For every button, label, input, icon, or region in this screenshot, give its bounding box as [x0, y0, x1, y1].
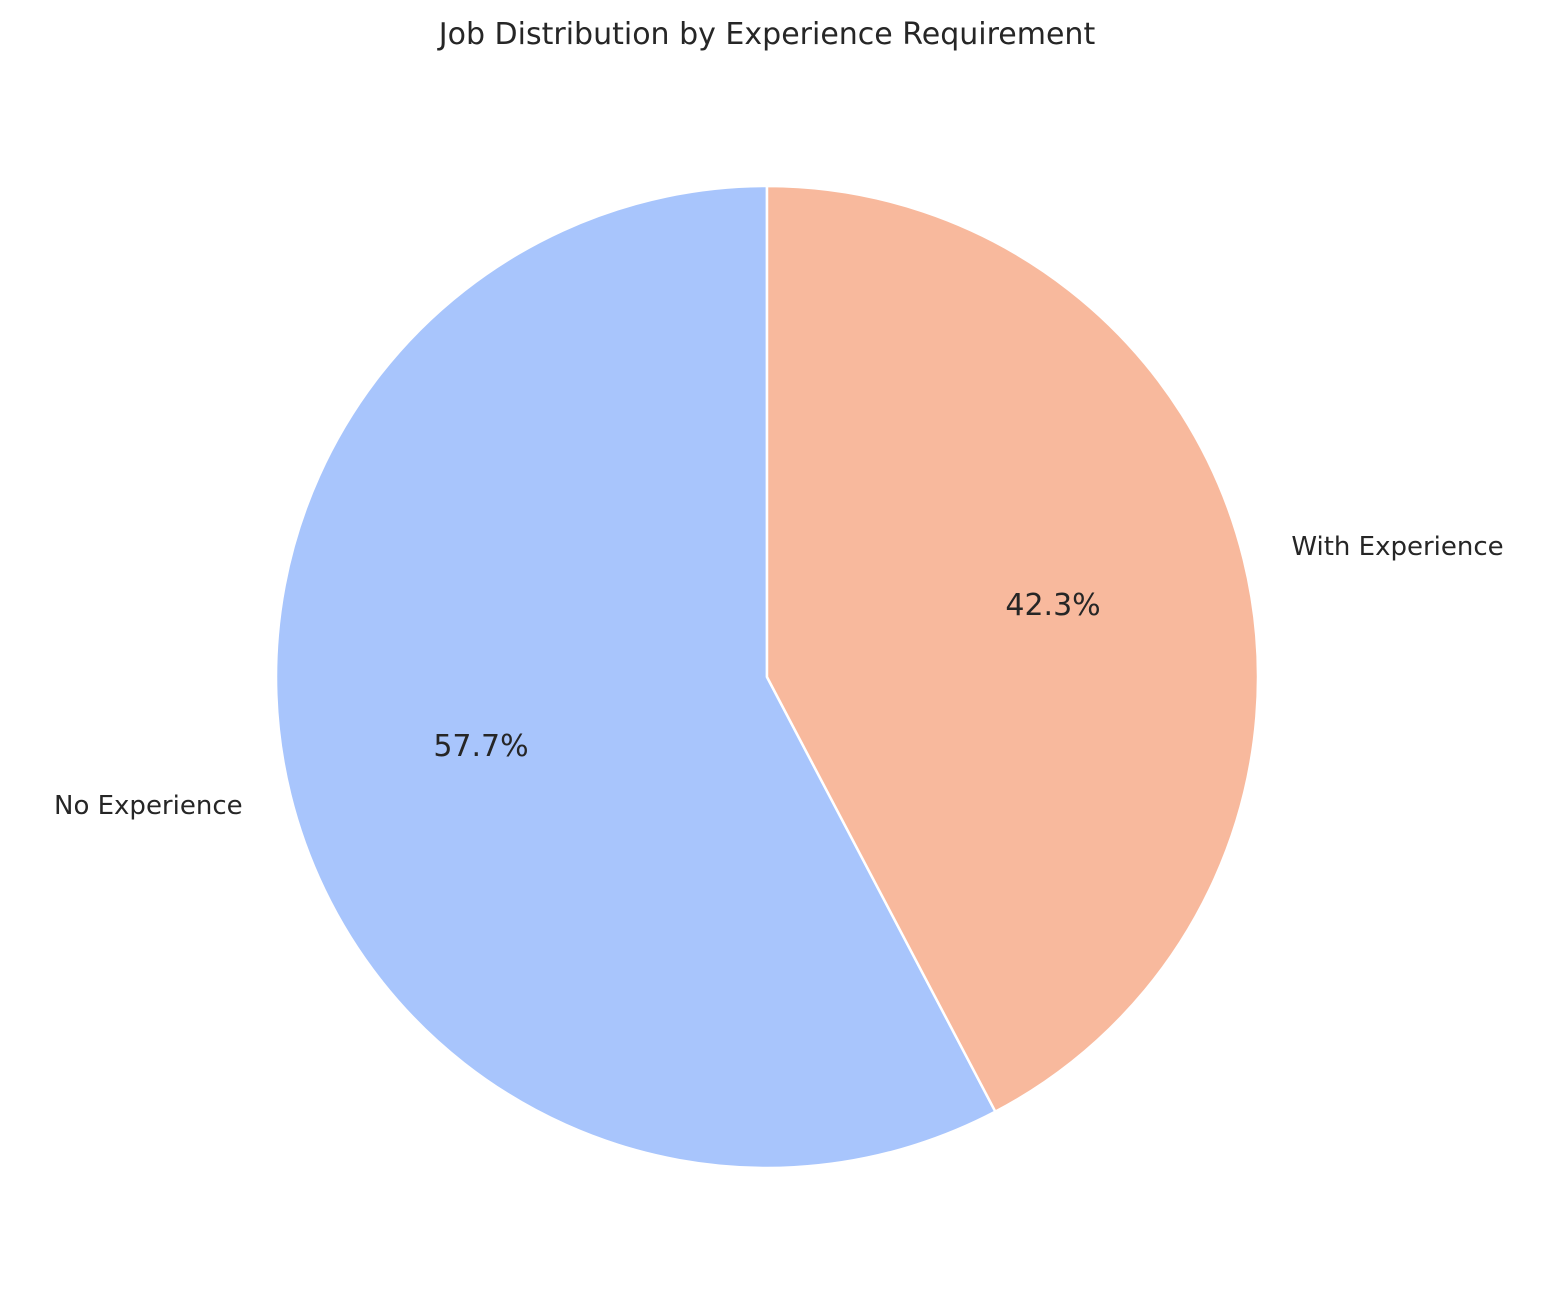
- pie-slices: [274, 184, 1260, 1170]
- slice-category-label: With Experience: [1291, 532, 1503, 562]
- pie-slice-with-experience: [765, 184, 1260, 1113]
- slice-percent-label: 42.3%: [1005, 588, 1100, 623]
- slice-category-label: No Experience: [54, 791, 243, 821]
- pie-slice-no-experience: [274, 184, 997, 1170]
- chart-title: Job Distribution by Experience Requireme…: [437, 17, 1096, 52]
- slice-percent-label: 57.7%: [433, 729, 528, 764]
- pie-labels: No Experience 57.7% With Experience 42.3%: [54, 532, 1504, 821]
